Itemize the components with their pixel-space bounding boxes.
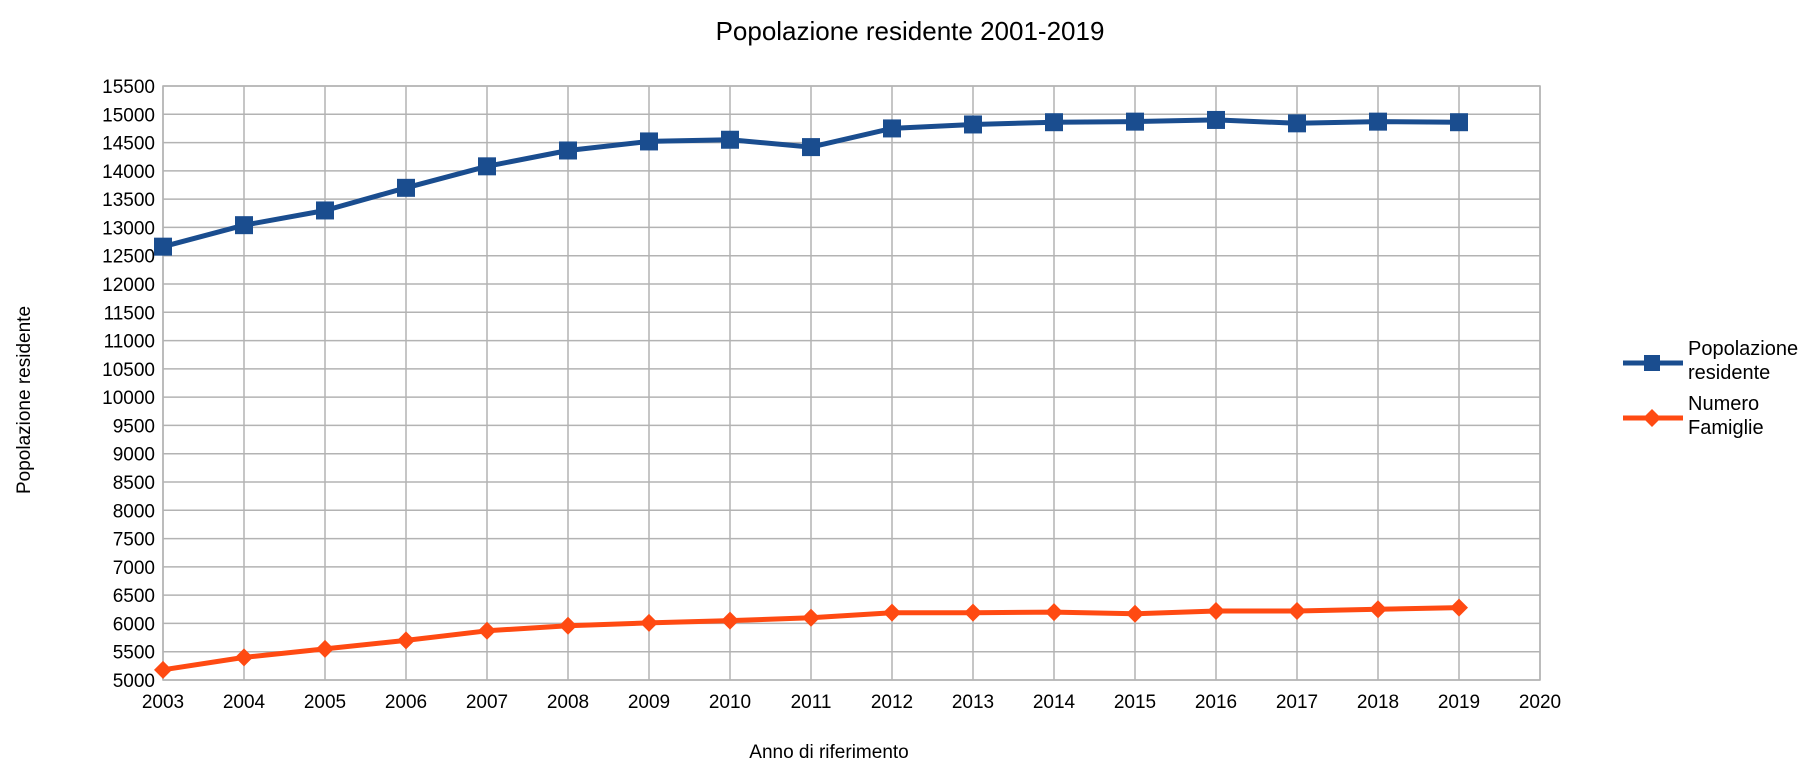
- data-point-diamond: [640, 613, 658, 632]
- data-point-square: [721, 130, 739, 149]
- data-point-square: [1126, 112, 1144, 131]
- data-point-diamond: [1369, 600, 1387, 619]
- data-point-diamond: [802, 608, 820, 627]
- x-tick-label: 2003: [142, 692, 184, 713]
- y-tick-label: 9000: [113, 445, 155, 466]
- x-tick-label: 2016: [1195, 692, 1237, 713]
- y-tick-label: 14500: [102, 134, 155, 155]
- legend-marker-diamond: [1643, 409, 1661, 427]
- series-2: [154, 598, 1468, 679]
- x-tick-label: 2009: [628, 692, 670, 713]
- y-tick-label: 6500: [113, 586, 155, 607]
- data-point-square: [559, 141, 577, 160]
- data-point-diamond: [964, 603, 982, 622]
- data-point-square: [316, 201, 334, 220]
- data-point-square: [640, 132, 658, 151]
- y-tick-label: 12500: [102, 247, 155, 268]
- legend-label: Numero: [1688, 393, 1759, 415]
- x-tick-label: 2010: [709, 692, 751, 713]
- x-tick-label: 2018: [1357, 692, 1399, 713]
- data-point-diamond: [154, 660, 172, 679]
- data-point-square: [883, 119, 901, 138]
- x-tick-label: 2004: [223, 692, 266, 713]
- x-axis-tick-labels: 2003 2004 2005 2006 2007 2008 2009 2010 2011 2012…: [142, 692, 1561, 713]
- y-tick-label: 11000: [104, 332, 155, 353]
- data-point-square: [1450, 113, 1468, 132]
- data-point-diamond: [397, 631, 415, 650]
- y-tick-label: 7000: [113, 558, 155, 579]
- data-point-square: [397, 178, 415, 197]
- data-point-diamond: [1207, 601, 1225, 620]
- series-1: [154, 110, 1468, 256]
- legend-label: Famiglie: [1688, 417, 1764, 439]
- y-tick-label: 10000: [102, 388, 155, 409]
- chart-title: Popolazione residente 2001-2019: [716, 16, 1105, 46]
- legend-label: Popolazione: [1688, 338, 1798, 360]
- y-tick-label: 7500: [113, 530, 155, 551]
- plot-area: [162, 85, 1541, 681]
- x-tick-label: 2017: [1276, 692, 1318, 713]
- y-tick-label: 5500: [113, 643, 155, 664]
- y-tick-label: 14000: [102, 162, 155, 183]
- y-tick-label: 9500: [113, 416, 155, 437]
- data-point-diamond: [883, 603, 901, 622]
- y-tick-label: 10500: [102, 360, 155, 381]
- x-tick-label: 2019: [1438, 692, 1480, 713]
- data-point-square: [478, 157, 496, 176]
- y-tick-label: 13000: [102, 218, 155, 239]
- legend-marker-square: [1644, 355, 1660, 371]
- y-gridlines: [163, 85, 1540, 681]
- y-tick-label: 6000: [113, 614, 155, 635]
- y-tick-label: 15500: [102, 77, 155, 98]
- x-tick-label: 2005: [304, 692, 346, 713]
- data-point-square: [1045, 113, 1063, 132]
- data-point-square: [235, 216, 253, 235]
- y-axis-title: Popolazione residente: [14, 306, 35, 494]
- data-point-square: [1369, 112, 1387, 131]
- data-point-square: [802, 138, 820, 157]
- data-point-diamond: [478, 621, 496, 640]
- plot-border: [162, 85, 1541, 681]
- y-tick-label: 5000: [113, 671, 155, 692]
- x-gridlines: [162, 86, 1541, 680]
- x-tick-label: 2012: [871, 692, 913, 713]
- x-tick-label: 2014: [1033, 692, 1076, 713]
- x-tick-label: 2013: [952, 692, 994, 713]
- y-tick-label: 8500: [113, 473, 155, 494]
- data-point-square: [964, 115, 982, 134]
- x-tick-label: 2020: [1519, 692, 1561, 713]
- y-axis-tick-labels: 5000 5500 6000 6500 7000 7500 8000 8500 9000 9500…: [102, 77, 155, 692]
- data-point-diamond: [316, 639, 334, 658]
- y-tick-label: 11500: [104, 303, 155, 324]
- data-point-diamond: [235, 648, 253, 667]
- x-tick-label: 2015: [1114, 692, 1156, 713]
- y-tick-label: 8000: [113, 501, 155, 522]
- y-tick-label: 12000: [102, 275, 155, 296]
- x-tick-label: 2006: [385, 692, 427, 713]
- series-layer: [154, 110, 1468, 679]
- data-point-square: [1288, 114, 1306, 133]
- data-point-square: [1207, 110, 1225, 129]
- y-tick-label: 15000: [102, 105, 155, 126]
- data-point-diamond: [1045, 603, 1063, 622]
- data-point-diamond: [721, 611, 739, 630]
- data-point-diamond: [1450, 598, 1468, 617]
- x-axis-title: Anno di riferimento: [749, 742, 908, 763]
- data-point-square: [154, 237, 172, 256]
- x-tick-label: 2007: [466, 692, 508, 713]
- y-tick-label: 13500: [102, 190, 155, 211]
- x-tick-label: 2008: [547, 692, 589, 713]
- data-point-diamond: [1126, 604, 1144, 623]
- legend-label: residente: [1688, 362, 1770, 384]
- x-tick-label: 2011: [791, 692, 832, 713]
- data-point-diamond: [1288, 601, 1306, 620]
- data-point-diamond: [559, 616, 577, 635]
